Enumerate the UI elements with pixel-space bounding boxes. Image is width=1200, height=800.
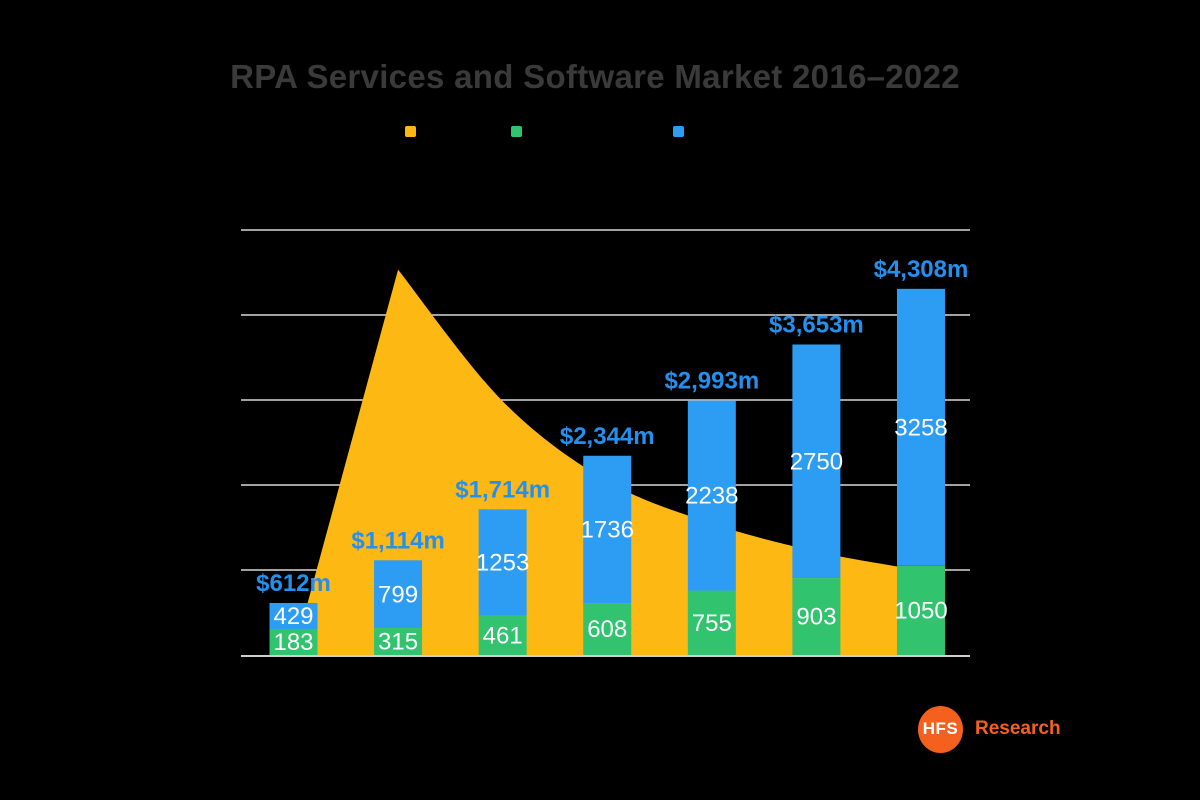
bar-blue-segment: [583, 455, 632, 604]
bar-blue-segment: [478, 509, 527, 616]
bar-green-segment: [269, 629, 318, 655]
total-value-label: $2,344m: [560, 423, 655, 450]
green-value-label: 1050: [894, 597, 947, 624]
green-value-label: 461: [483, 622, 523, 649]
hfs-logo-text: HFS: [922, 719, 959, 738]
bar-blue-segment: [374, 560, 423, 629]
bar-green-segment: [896, 565, 945, 655]
blue-value-label: 2238: [685, 483, 738, 510]
total-value-label: $1,714m: [455, 476, 550, 503]
hfs-brand-text: Research: [975, 718, 1061, 739]
bar-green-segment: [583, 603, 632, 655]
chart-title: RPA Services and Software Market 2016–20…: [230, 58, 960, 95]
bar-green-segment: [374, 628, 423, 655]
blue-value-label: 799: [378, 581, 418, 608]
blue-value-label: 3258: [894, 414, 947, 441]
green-value-label: 608: [587, 616, 627, 643]
green-value-label: 755: [692, 610, 732, 637]
legend-swatch-blue: [673, 126, 684, 137]
total-value-label: $612m: [256, 570, 331, 597]
bar-green-segment: [478, 615, 527, 655]
blue-value-label: 2750: [790, 448, 843, 475]
legend: [0, 126, 1200, 138]
bar-green-segment: [792, 578, 841, 655]
hfs-logo-circle: HFS: [918, 705, 963, 753]
bar-green-segment: [687, 590, 736, 655]
total-value-label: $3,653m: [769, 311, 864, 338]
hfs-research-logo: HFS Research: [918, 705, 1061, 753]
green-value-label: 315: [378, 629, 418, 656]
total-value-label: $2,993m: [664, 368, 759, 395]
bar-blue-segment: [687, 400, 736, 591]
bar-blue-segment: [269, 602, 318, 629]
legend-swatch-yellow: [405, 126, 416, 137]
blue-value-label: 429: [273, 603, 313, 630]
blue-value-label: 1736: [581, 517, 634, 544]
total-value-label: $1,114m: [351, 527, 444, 554]
bar-blue-segment: [792, 344, 841, 579]
total-value-label: $4,308m: [874, 256, 969, 283]
bar-blue-segment: [896, 288, 945, 566]
growth-area: [293, 269, 921, 655]
green-value-label: 903: [796, 604, 836, 631]
blue-value-label: 1253: [476, 550, 529, 577]
green-value-label: 183: [273, 629, 313, 656]
legend-swatch-green: [511, 126, 522, 137]
